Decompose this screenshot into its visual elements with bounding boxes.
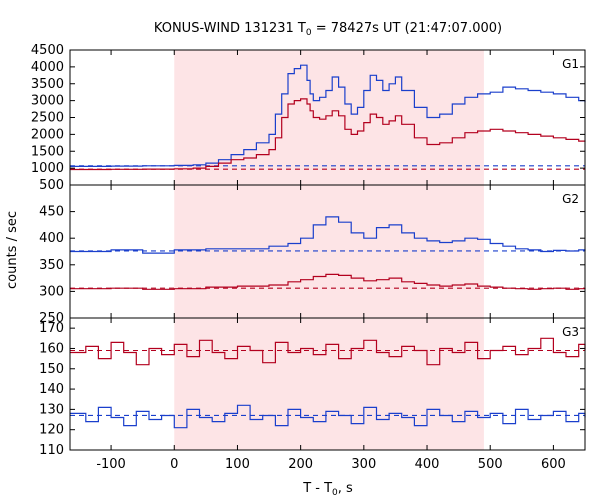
y-tick-label: 450 bbox=[39, 205, 64, 220]
x-tick-label: 100 bbox=[225, 457, 250, 472]
shaded-interval bbox=[174, 185, 484, 318]
y-tick-label: 3500 bbox=[31, 77, 64, 92]
y-tick-label: 500 bbox=[39, 178, 64, 193]
y-tick-label: 150 bbox=[39, 362, 64, 377]
y-tick-label: 300 bbox=[39, 284, 64, 299]
shaded-interval bbox=[174, 318, 484, 450]
y-tick-label: 4000 bbox=[31, 60, 64, 75]
series-red-g3 bbox=[70, 337, 586, 366]
y-tick-label: 120 bbox=[39, 423, 64, 438]
y-tick-label: 250 bbox=[39, 311, 64, 326]
chart-title-subscript: 0 bbox=[306, 28, 312, 38]
panel-frame bbox=[69, 317, 586, 451]
series-red-g2 bbox=[70, 273, 586, 290]
x-tick-label: 500 bbox=[478, 457, 503, 472]
chart-title: KONUS-WIND 131231 T0 = 78427s UT (21:47:… bbox=[154, 21, 502, 38]
series-red-g1 bbox=[70, 98, 586, 171]
y-tick-label: 2500 bbox=[31, 111, 64, 126]
y-tick-label: 400 bbox=[39, 231, 64, 246]
panel-g3: 110 120 130 140 150 160 170 G3 bbox=[39, 317, 586, 458]
panel-label-g1: G1 bbox=[562, 57, 579, 71]
series-blue-g1 bbox=[70, 64, 586, 167]
plot-area: 50010001500200025003000350040004500G1250… bbox=[31, 43, 586, 472]
x-tick-label: 300 bbox=[351, 457, 376, 472]
y-tick-label: 110 bbox=[39, 443, 64, 458]
x-axis-label-main: T - T bbox=[302, 481, 332, 496]
chart-title-tail: = 78427s UT (21:47:07.000) bbox=[312, 21, 502, 36]
x-axis-label-subscript: 0 bbox=[332, 488, 338, 498]
x-tick-label: 0 bbox=[170, 457, 178, 472]
y-tick-label: 170 bbox=[39, 321, 64, 336]
y-tick-label: 4500 bbox=[31, 43, 64, 58]
y-tick-label: 3000 bbox=[31, 94, 64, 109]
x-axis-label: T - T0, s bbox=[302, 481, 353, 498]
y-tick-label: 130 bbox=[39, 402, 64, 417]
chart-title-main: KONUS-WIND 131231 T bbox=[154, 21, 306, 36]
panel-label-g2: G2 bbox=[562, 192, 579, 206]
x-tick-label: 200 bbox=[288, 457, 313, 472]
series-blue-g3 bbox=[70, 404, 586, 429]
panel-g2: 250 300 350 400 450 G2 bbox=[39, 184, 586, 326]
x-axis-label-tail: , s bbox=[338, 481, 353, 496]
panel-label-g3: G3 bbox=[562, 325, 579, 339]
y-tick-label: 350 bbox=[39, 258, 64, 273]
y-tick-label: 160 bbox=[39, 341, 64, 356]
y-tick-label: 1500 bbox=[31, 144, 64, 159]
series-blue-g2 bbox=[70, 216, 586, 254]
y-axis-label: counts / sec bbox=[5, 211, 20, 289]
x-tick-label: 400 bbox=[415, 457, 440, 472]
x-tick-label: -100 bbox=[96, 457, 126, 472]
y-tick-label: 1000 bbox=[31, 161, 64, 176]
x-tick-label: 600 bbox=[541, 457, 566, 472]
y-tick-label: 2000 bbox=[31, 127, 64, 142]
y-tick-label: 140 bbox=[39, 382, 64, 397]
